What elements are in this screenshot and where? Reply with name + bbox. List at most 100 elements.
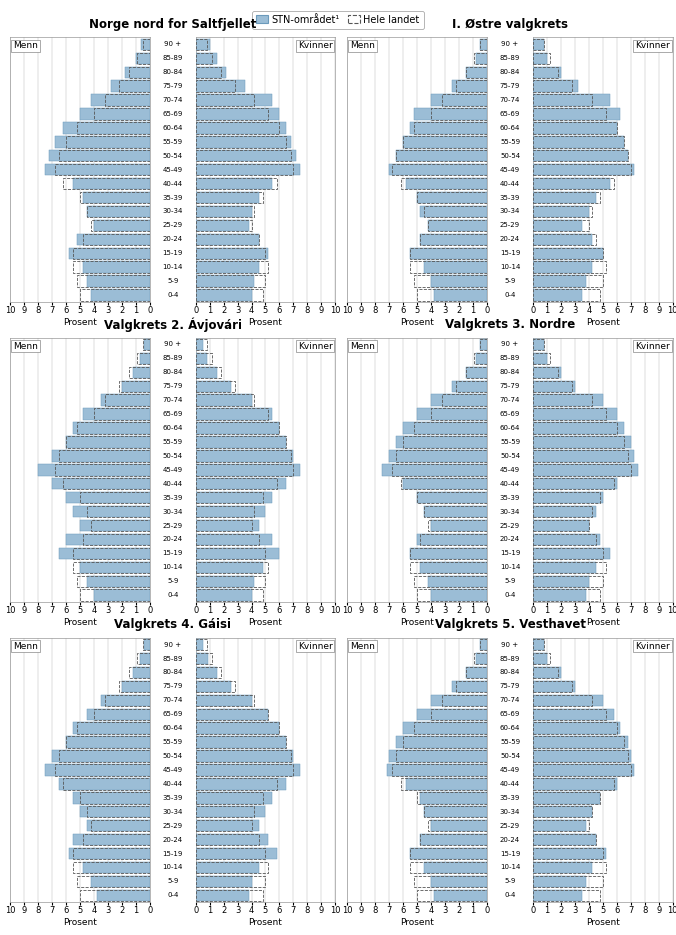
Bar xyxy=(196,695,254,706)
Bar xyxy=(196,681,235,692)
Bar xyxy=(196,450,291,462)
Text: 50-54: 50-54 xyxy=(163,152,183,159)
Bar xyxy=(429,820,487,831)
Bar xyxy=(420,792,487,803)
Bar xyxy=(143,338,149,351)
Bar xyxy=(196,520,251,531)
Bar xyxy=(533,381,572,392)
Bar xyxy=(66,137,149,148)
Bar xyxy=(94,108,149,120)
Text: 55-59: 55-59 xyxy=(500,439,520,445)
Bar xyxy=(196,248,266,259)
Bar xyxy=(533,534,596,545)
Bar xyxy=(196,409,272,420)
Bar xyxy=(63,122,149,134)
Bar xyxy=(82,862,149,873)
Text: 90 +: 90 + xyxy=(502,641,518,648)
Bar xyxy=(533,206,589,217)
Text: 30-34: 30-34 xyxy=(162,809,183,814)
Bar xyxy=(196,38,207,50)
Bar xyxy=(533,80,578,92)
Text: 15-19: 15-19 xyxy=(162,251,183,256)
Bar xyxy=(400,478,487,490)
Text: 45-49: 45-49 xyxy=(500,166,520,173)
Bar xyxy=(480,38,487,50)
Bar xyxy=(196,289,263,301)
Bar xyxy=(417,409,487,420)
Bar xyxy=(73,178,149,190)
Text: Valgkrets 3. Nordre: Valgkrets 3. Nordre xyxy=(445,318,575,331)
Text: 30-34: 30-34 xyxy=(162,509,183,514)
Bar xyxy=(196,848,266,859)
Bar xyxy=(196,122,279,134)
Text: 85-89: 85-89 xyxy=(162,355,183,362)
Text: 10-14: 10-14 xyxy=(500,865,521,870)
Text: 75-79: 75-79 xyxy=(162,83,183,89)
Bar xyxy=(129,667,149,678)
Bar xyxy=(533,464,637,476)
Bar xyxy=(533,289,582,301)
X-axis label: Prosent: Prosent xyxy=(586,618,620,627)
Text: 90 +: 90 + xyxy=(164,341,181,348)
Text: 5-9: 5-9 xyxy=(167,878,178,885)
Bar xyxy=(533,492,600,503)
Bar xyxy=(533,108,606,120)
Text: 60-64: 60-64 xyxy=(162,125,183,131)
Bar xyxy=(122,381,149,392)
Bar xyxy=(196,38,210,50)
Bar xyxy=(533,709,614,720)
Text: 45-49: 45-49 xyxy=(500,467,520,473)
Bar xyxy=(533,820,589,831)
Bar xyxy=(533,506,592,517)
Bar xyxy=(414,276,487,287)
Bar xyxy=(196,709,268,720)
Text: 50-54: 50-54 xyxy=(500,753,520,759)
Bar xyxy=(533,667,558,678)
Bar xyxy=(533,52,547,64)
Bar xyxy=(533,338,544,351)
Text: 55-59: 55-59 xyxy=(163,740,183,745)
Text: 55-59: 55-59 xyxy=(500,740,520,745)
Bar xyxy=(434,289,487,301)
Bar xyxy=(414,122,487,134)
Bar xyxy=(533,562,596,573)
Bar xyxy=(396,450,487,462)
Bar xyxy=(66,534,149,545)
Bar xyxy=(533,639,544,651)
Bar xyxy=(533,653,550,664)
Bar xyxy=(425,206,487,217)
Bar xyxy=(533,52,550,64)
Bar xyxy=(533,778,614,790)
Text: 80-84: 80-84 xyxy=(162,669,183,675)
Text: 75-79: 75-79 xyxy=(500,83,521,89)
Bar xyxy=(87,820,149,831)
Bar xyxy=(442,94,487,106)
Bar xyxy=(420,234,487,245)
Text: 35-39: 35-39 xyxy=(162,194,183,200)
Bar xyxy=(533,820,586,831)
Bar xyxy=(196,450,293,462)
Bar xyxy=(533,338,544,351)
Bar xyxy=(196,750,293,762)
Bar xyxy=(533,381,575,392)
Bar xyxy=(533,395,603,406)
Bar xyxy=(533,450,628,462)
Bar xyxy=(77,122,149,134)
Bar xyxy=(137,653,149,664)
Bar xyxy=(417,889,487,901)
Bar xyxy=(52,478,149,490)
Bar xyxy=(456,381,487,392)
Text: 80-84: 80-84 xyxy=(500,369,521,375)
Bar xyxy=(431,276,487,287)
Bar xyxy=(80,589,149,601)
Bar xyxy=(417,709,487,720)
Bar xyxy=(196,862,268,873)
Text: I. Østre valgkrets: I. Østre valgkrets xyxy=(452,18,568,31)
Bar xyxy=(129,66,149,78)
Bar xyxy=(410,862,487,873)
Text: 75-79: 75-79 xyxy=(162,383,183,389)
Bar xyxy=(452,80,487,92)
Bar xyxy=(406,178,487,190)
Text: 65-69: 65-69 xyxy=(500,712,521,717)
Bar xyxy=(66,737,149,748)
